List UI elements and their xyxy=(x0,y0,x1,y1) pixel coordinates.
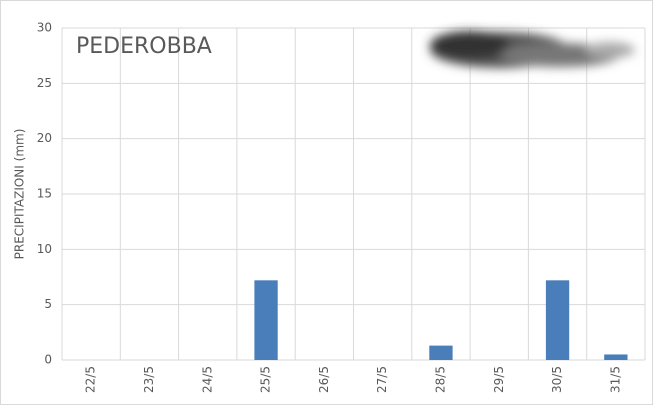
y-tick-label: 0 xyxy=(44,353,52,367)
y-tick-label: 5 xyxy=(44,297,52,311)
y-tick-label: 20 xyxy=(37,131,52,145)
bar xyxy=(429,345,453,360)
bar xyxy=(254,280,278,360)
y-tick-label: 30 xyxy=(37,21,52,35)
bar xyxy=(604,354,628,360)
y-tick-label: 15 xyxy=(37,187,52,201)
x-tick-label: 22/5 xyxy=(84,366,98,393)
bar xyxy=(545,280,570,360)
x-tick-label: 23/5 xyxy=(142,366,156,393)
x-tick-label: 31/5 xyxy=(608,366,622,393)
x-tick-label: 26/5 xyxy=(317,366,331,393)
x-tick-label: 30/5 xyxy=(550,366,564,393)
cloud-image xyxy=(430,31,635,68)
y-tick-label: 25 xyxy=(37,76,52,90)
x-tick-label: 27/5 xyxy=(375,366,389,393)
y-axis-label: PRECIPITAZIONI (mm) xyxy=(13,129,27,260)
x-tick-label: 25/5 xyxy=(259,366,273,393)
x-tick-label: 28/5 xyxy=(433,366,447,393)
x-tick-label: 29/5 xyxy=(492,366,506,393)
x-tick-label: 24/5 xyxy=(200,366,214,393)
y-tick-label: 10 xyxy=(37,242,52,256)
chart-title: PEDEROBBA xyxy=(76,34,212,59)
